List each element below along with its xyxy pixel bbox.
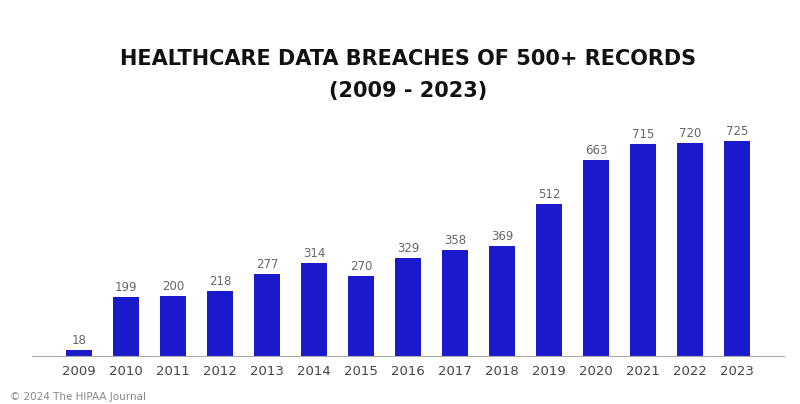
Bar: [395, 258, 421, 356]
Text: 725: 725: [726, 125, 748, 138]
Text: HEALTHCARE DATA BREACHES OF 500+ RECORDS: HEALTHCARE DATA BREACHES OF 500+ RECORDS: [120, 49, 696, 69]
Text: 358: 358: [444, 234, 466, 247]
Bar: [536, 204, 562, 356]
Bar: [583, 160, 609, 356]
Text: 369: 369: [490, 231, 513, 244]
Text: 715: 715: [632, 128, 654, 141]
Bar: [160, 297, 186, 356]
Text: 270: 270: [350, 260, 372, 273]
Text: 314: 314: [303, 247, 326, 260]
Bar: [724, 141, 750, 356]
Text: (2009 - 2023): (2009 - 2023): [329, 81, 487, 101]
Text: 277: 277: [256, 258, 278, 271]
Bar: [301, 263, 327, 356]
Bar: [66, 350, 92, 356]
Text: 720: 720: [678, 127, 701, 140]
Bar: [348, 276, 374, 356]
Bar: [630, 144, 656, 356]
Text: 663: 663: [585, 143, 607, 157]
Text: 329: 329: [397, 242, 419, 255]
Text: © 2024 The HIPAA Journal: © 2024 The HIPAA Journal: [10, 392, 146, 402]
Text: 512: 512: [538, 188, 560, 201]
Text: 218: 218: [209, 275, 231, 288]
Text: 200: 200: [162, 280, 184, 293]
Bar: [113, 297, 139, 356]
Bar: [442, 250, 468, 356]
Text: 18: 18: [72, 334, 86, 347]
Bar: [254, 274, 280, 356]
Bar: [489, 246, 515, 356]
Bar: [207, 291, 233, 356]
Text: 199: 199: [115, 281, 138, 294]
Bar: [677, 143, 703, 356]
